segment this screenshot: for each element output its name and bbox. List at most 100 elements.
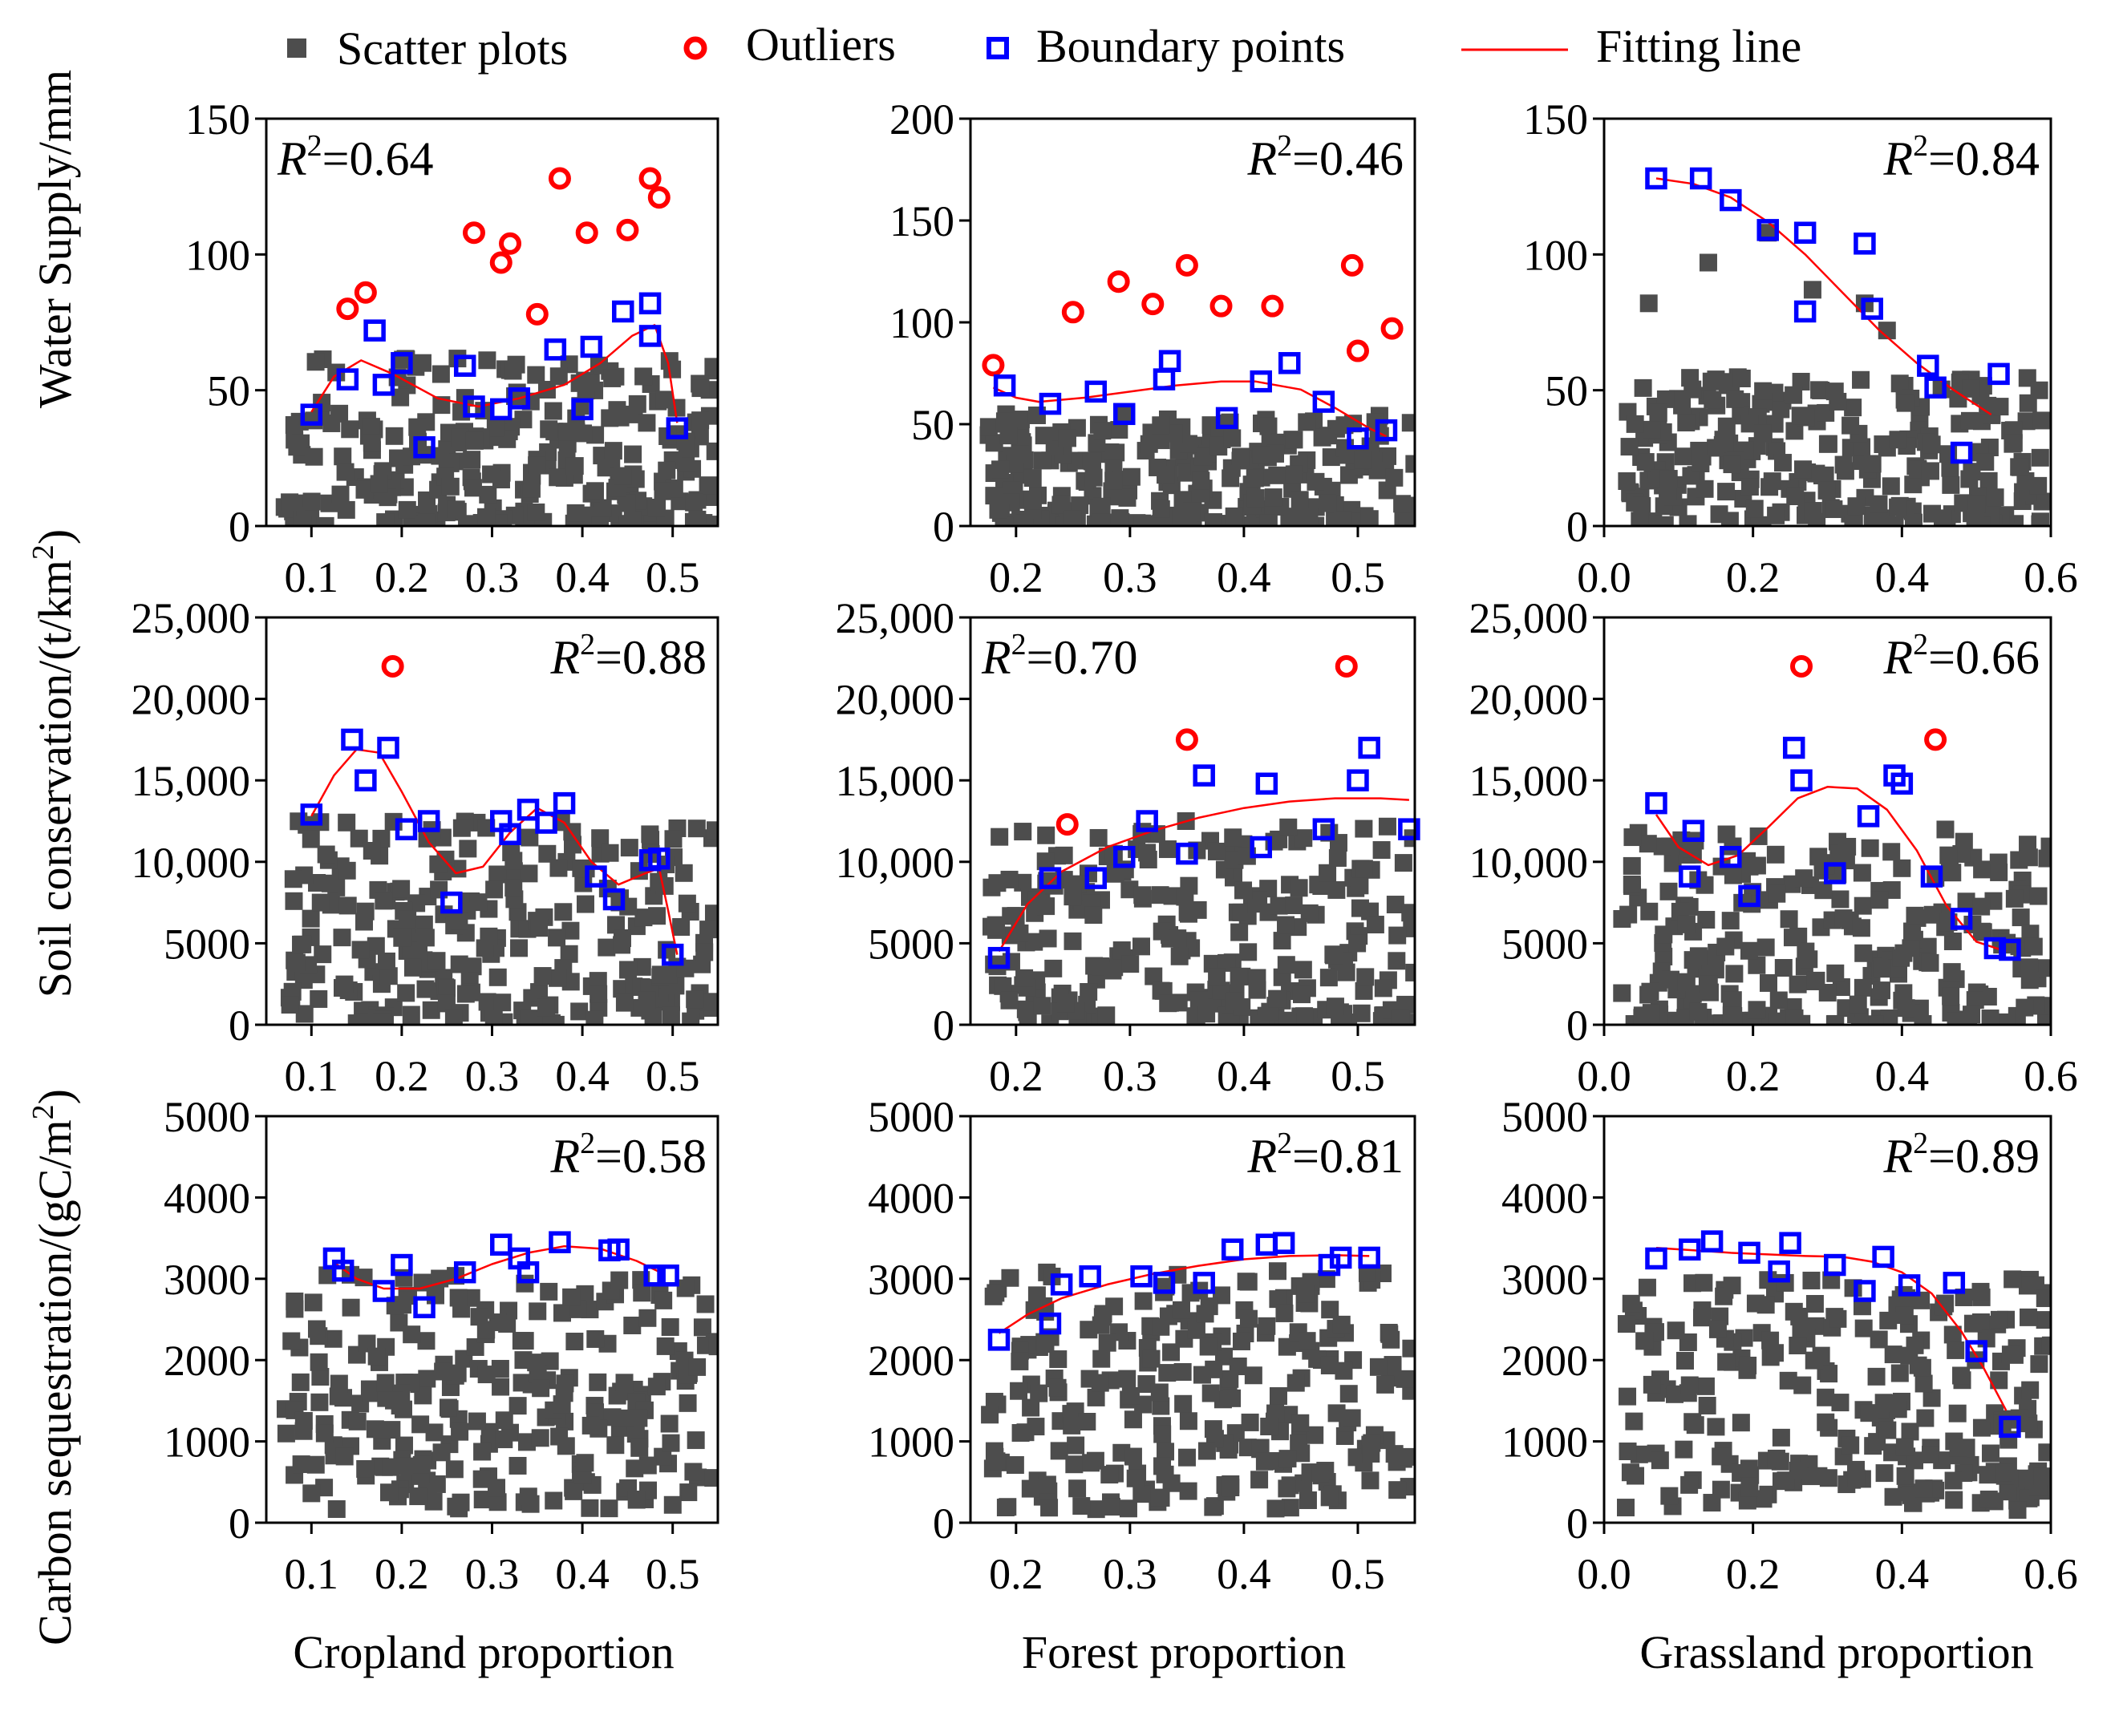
- scatter-point: [557, 1437, 575, 1455]
- boundary-point: [1050, 1273, 1073, 1296]
- scatter-point: [603, 369, 622, 387]
- scatter-point: [1015, 969, 1034, 987]
- scatter-point: [382, 1458, 400, 1476]
- boundary-point: [1398, 818, 1420, 840]
- scatter-point: [1852, 919, 1870, 937]
- y-tick-label: 15,000: [1469, 757, 1589, 805]
- scatter-point: [1033, 451, 1051, 470]
- scatter-point: [1786, 487, 1805, 505]
- scatter-point: [1712, 1480, 1730, 1499]
- scatter-point: [1319, 969, 1338, 987]
- scatter-point: [1921, 953, 1939, 972]
- scatter-point: [1903, 922, 1922, 941]
- scatter-point: [620, 839, 638, 857]
- scatter-point: [1153, 1457, 1172, 1475]
- outlier-point: [1380, 317, 1404, 340]
- scatter-point: [1248, 981, 1266, 999]
- scatter-cloud: [983, 812, 1415, 1025]
- scatter-point: [1884, 1487, 1902, 1506]
- scatter-point: [1250, 891, 1268, 909]
- scatter-point: [1698, 961, 1716, 980]
- scatter-point: [1011, 924, 1029, 942]
- scatter-point: [1224, 828, 1242, 847]
- scatter-point: [1740, 941, 1758, 960]
- scatter-point: [1388, 926, 1407, 945]
- scatter-point: [586, 1329, 605, 1348]
- scatter-point: [452, 819, 471, 837]
- outlier-point: [1141, 293, 1165, 316]
- scatter-point: [302, 909, 320, 928]
- boundary-point: [517, 1261, 540, 1284]
- scatter-point: [478, 351, 496, 370]
- boundary-point: [544, 338, 567, 361]
- boundary-point: [300, 403, 323, 426]
- scatter-point: [1010, 1382, 1028, 1400]
- scatter-point: [618, 494, 636, 512]
- legend-label-boundary: Boundary points: [1036, 20, 1345, 72]
- scatter-point: [1300, 904, 1319, 922]
- scatter-point: [417, 513, 436, 526]
- scatter-point: [307, 1320, 326, 1338]
- boundary-point: [391, 1253, 413, 1277]
- boundary-point: [648, 847, 671, 870]
- y-tick-label: 50: [207, 367, 250, 415]
- scatter-point: [1087, 1500, 1105, 1519]
- boundary-point: [1824, 1253, 1846, 1277]
- boundary-point: [355, 769, 377, 791]
- scatter-point: [521, 828, 539, 847]
- scatter-point: [1401, 904, 1415, 922]
- scatter-point: [1717, 483, 1736, 501]
- scatter-point: [1204, 513, 1222, 526]
- scatter-point: [1124, 1410, 1142, 1429]
- boundary-point: [377, 736, 399, 759]
- scatter-point: [661, 1318, 679, 1337]
- boundary-point: [453, 1261, 476, 1284]
- y-tick-label: 5000: [868, 1093, 954, 1141]
- scatter-point: [1619, 1387, 1637, 1406]
- scatter-point: [508, 1397, 527, 1415]
- boundary-point: [1756, 219, 1779, 241]
- boundary-point: [1679, 865, 1701, 888]
- scatter-point: [1834, 909, 1853, 928]
- scatter-point: [1055, 846, 1073, 864]
- scatter-point: [585, 1010, 604, 1025]
- scatter-point: [1223, 1389, 1242, 1407]
- scatter-point: [638, 414, 656, 432]
- scatter-point: [1246, 489, 1265, 508]
- scatter-point: [651, 965, 670, 984]
- scatter-point: [372, 1013, 391, 1025]
- scatter-point: [1805, 1351, 1823, 1370]
- scatter-point: [2036, 959, 2051, 977]
- scatter-point: [1355, 819, 1373, 838]
- scatter-point: [1683, 380, 1702, 399]
- scatter-point: [1998, 1013, 2016, 1025]
- scatter-point: [1134, 1292, 1153, 1310]
- scatter-point: [1695, 1273, 1713, 1292]
- scatter-point: [422, 1001, 440, 1019]
- panel-frame: [969, 616, 1416, 1026]
- scatter-point: [1854, 978, 1872, 997]
- scatter-point: [1388, 952, 1406, 970]
- y-tick-label: 4000: [1501, 1174, 1588, 1222]
- scatter-point: [699, 476, 717, 495]
- scatter-point: [450, 955, 468, 973]
- scatter-point: [1722, 1006, 1740, 1025]
- scatter-point: [379, 488, 397, 507]
- scatter-point: [1177, 463, 1196, 482]
- scatter-point: [1639, 835, 1657, 853]
- scatter-point: [1405, 455, 1415, 473]
- scatter-point: [1963, 463, 1981, 481]
- scatter-point: [981, 1406, 999, 1424]
- scatter-point: [449, 1289, 468, 1307]
- fitting-line: [998, 797, 1409, 953]
- scatter-point: [1724, 866, 1742, 884]
- scatter-point: [648, 907, 666, 925]
- scatter-point: [277, 1424, 295, 1443]
- scatter-point: [1732, 369, 1751, 387]
- scatter-point: [562, 1288, 581, 1306]
- scatter-point: [1162, 1343, 1181, 1362]
- boundary-point: [413, 1296, 436, 1319]
- x-tick-label: 0.4: [555, 1052, 610, 1100]
- scatter-point: [561, 921, 580, 940]
- scatter-point: [1656, 390, 1675, 408]
